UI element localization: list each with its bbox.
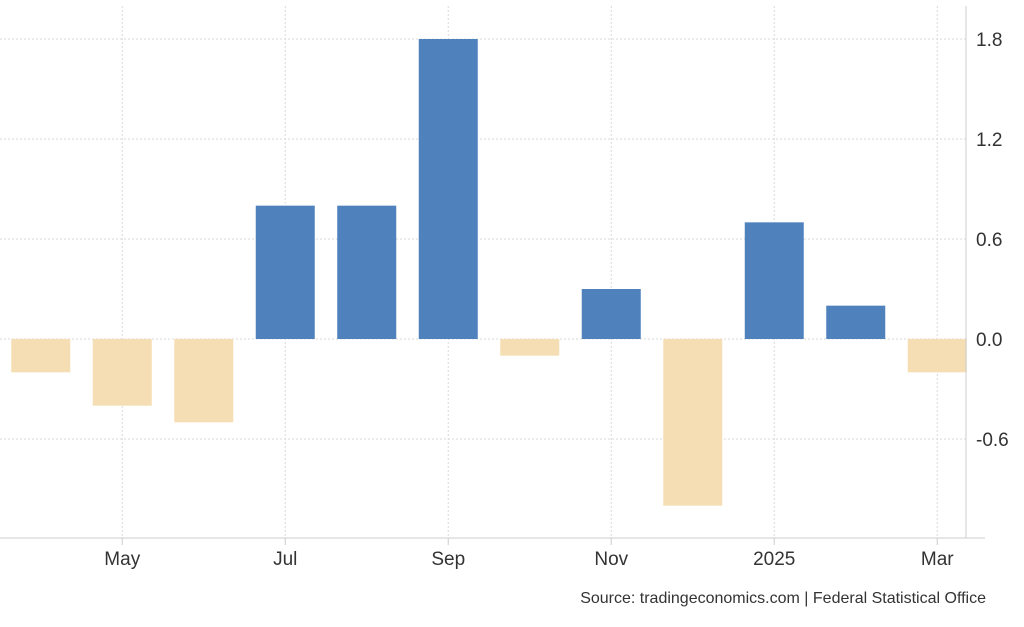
x-tick-label: Sep [431, 549, 465, 570]
x-tick-label: 2025 [753, 549, 795, 570]
x-tick-label: Nov [594, 549, 628, 570]
bar [92, 339, 152, 406]
bar [418, 39, 478, 339]
y-tick-label: 1.8 [976, 30, 1002, 51]
y-tick-label: 0.6 [976, 230, 1002, 251]
bar [663, 339, 723, 506]
axis-layer: -0.6 0.0 0.6 1.2 1.8 May Jul Sep Nov 2025 Mar [0, 6, 1009, 570]
x-tick-label: Mar [921, 549, 954, 570]
grid-layer [0, 6, 966, 538]
source-credit: Source: tradingeconomics.com | Federal S… [580, 590, 986, 607]
bar [174, 339, 234, 423]
bar [11, 339, 71, 373]
x-tick-label: May [104, 549, 140, 570]
y-tick-label: 0.0 [976, 330, 1002, 351]
bar-chart: -0.6 0.0 0.6 1.2 1.8 May Jul Sep Nov 2025 Mar [0, 6, 1009, 570]
bar-layer [11, 39, 967, 506]
bar [744, 222, 804, 339]
bar [581, 289, 641, 339]
bar [337, 205, 397, 339]
bar [826, 305, 886, 339]
x-tick-label: Jul [273, 549, 297, 570]
y-tick-label: 1.2 [976, 130, 1002, 151]
y-tick-label: -0.6 [976, 430, 1009, 451]
bar [500, 339, 560, 356]
bar [907, 339, 967, 373]
bar [255, 205, 315, 339]
